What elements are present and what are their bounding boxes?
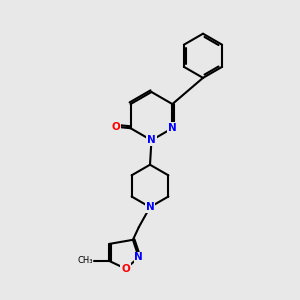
Text: N: N <box>146 202 154 212</box>
Text: N: N <box>168 123 177 133</box>
Text: CH₃: CH₃ <box>77 256 93 265</box>
Text: O: O <box>112 122 120 132</box>
Text: N: N <box>134 253 143 262</box>
Text: N: N <box>147 135 156 145</box>
Text: O: O <box>121 264 130 274</box>
